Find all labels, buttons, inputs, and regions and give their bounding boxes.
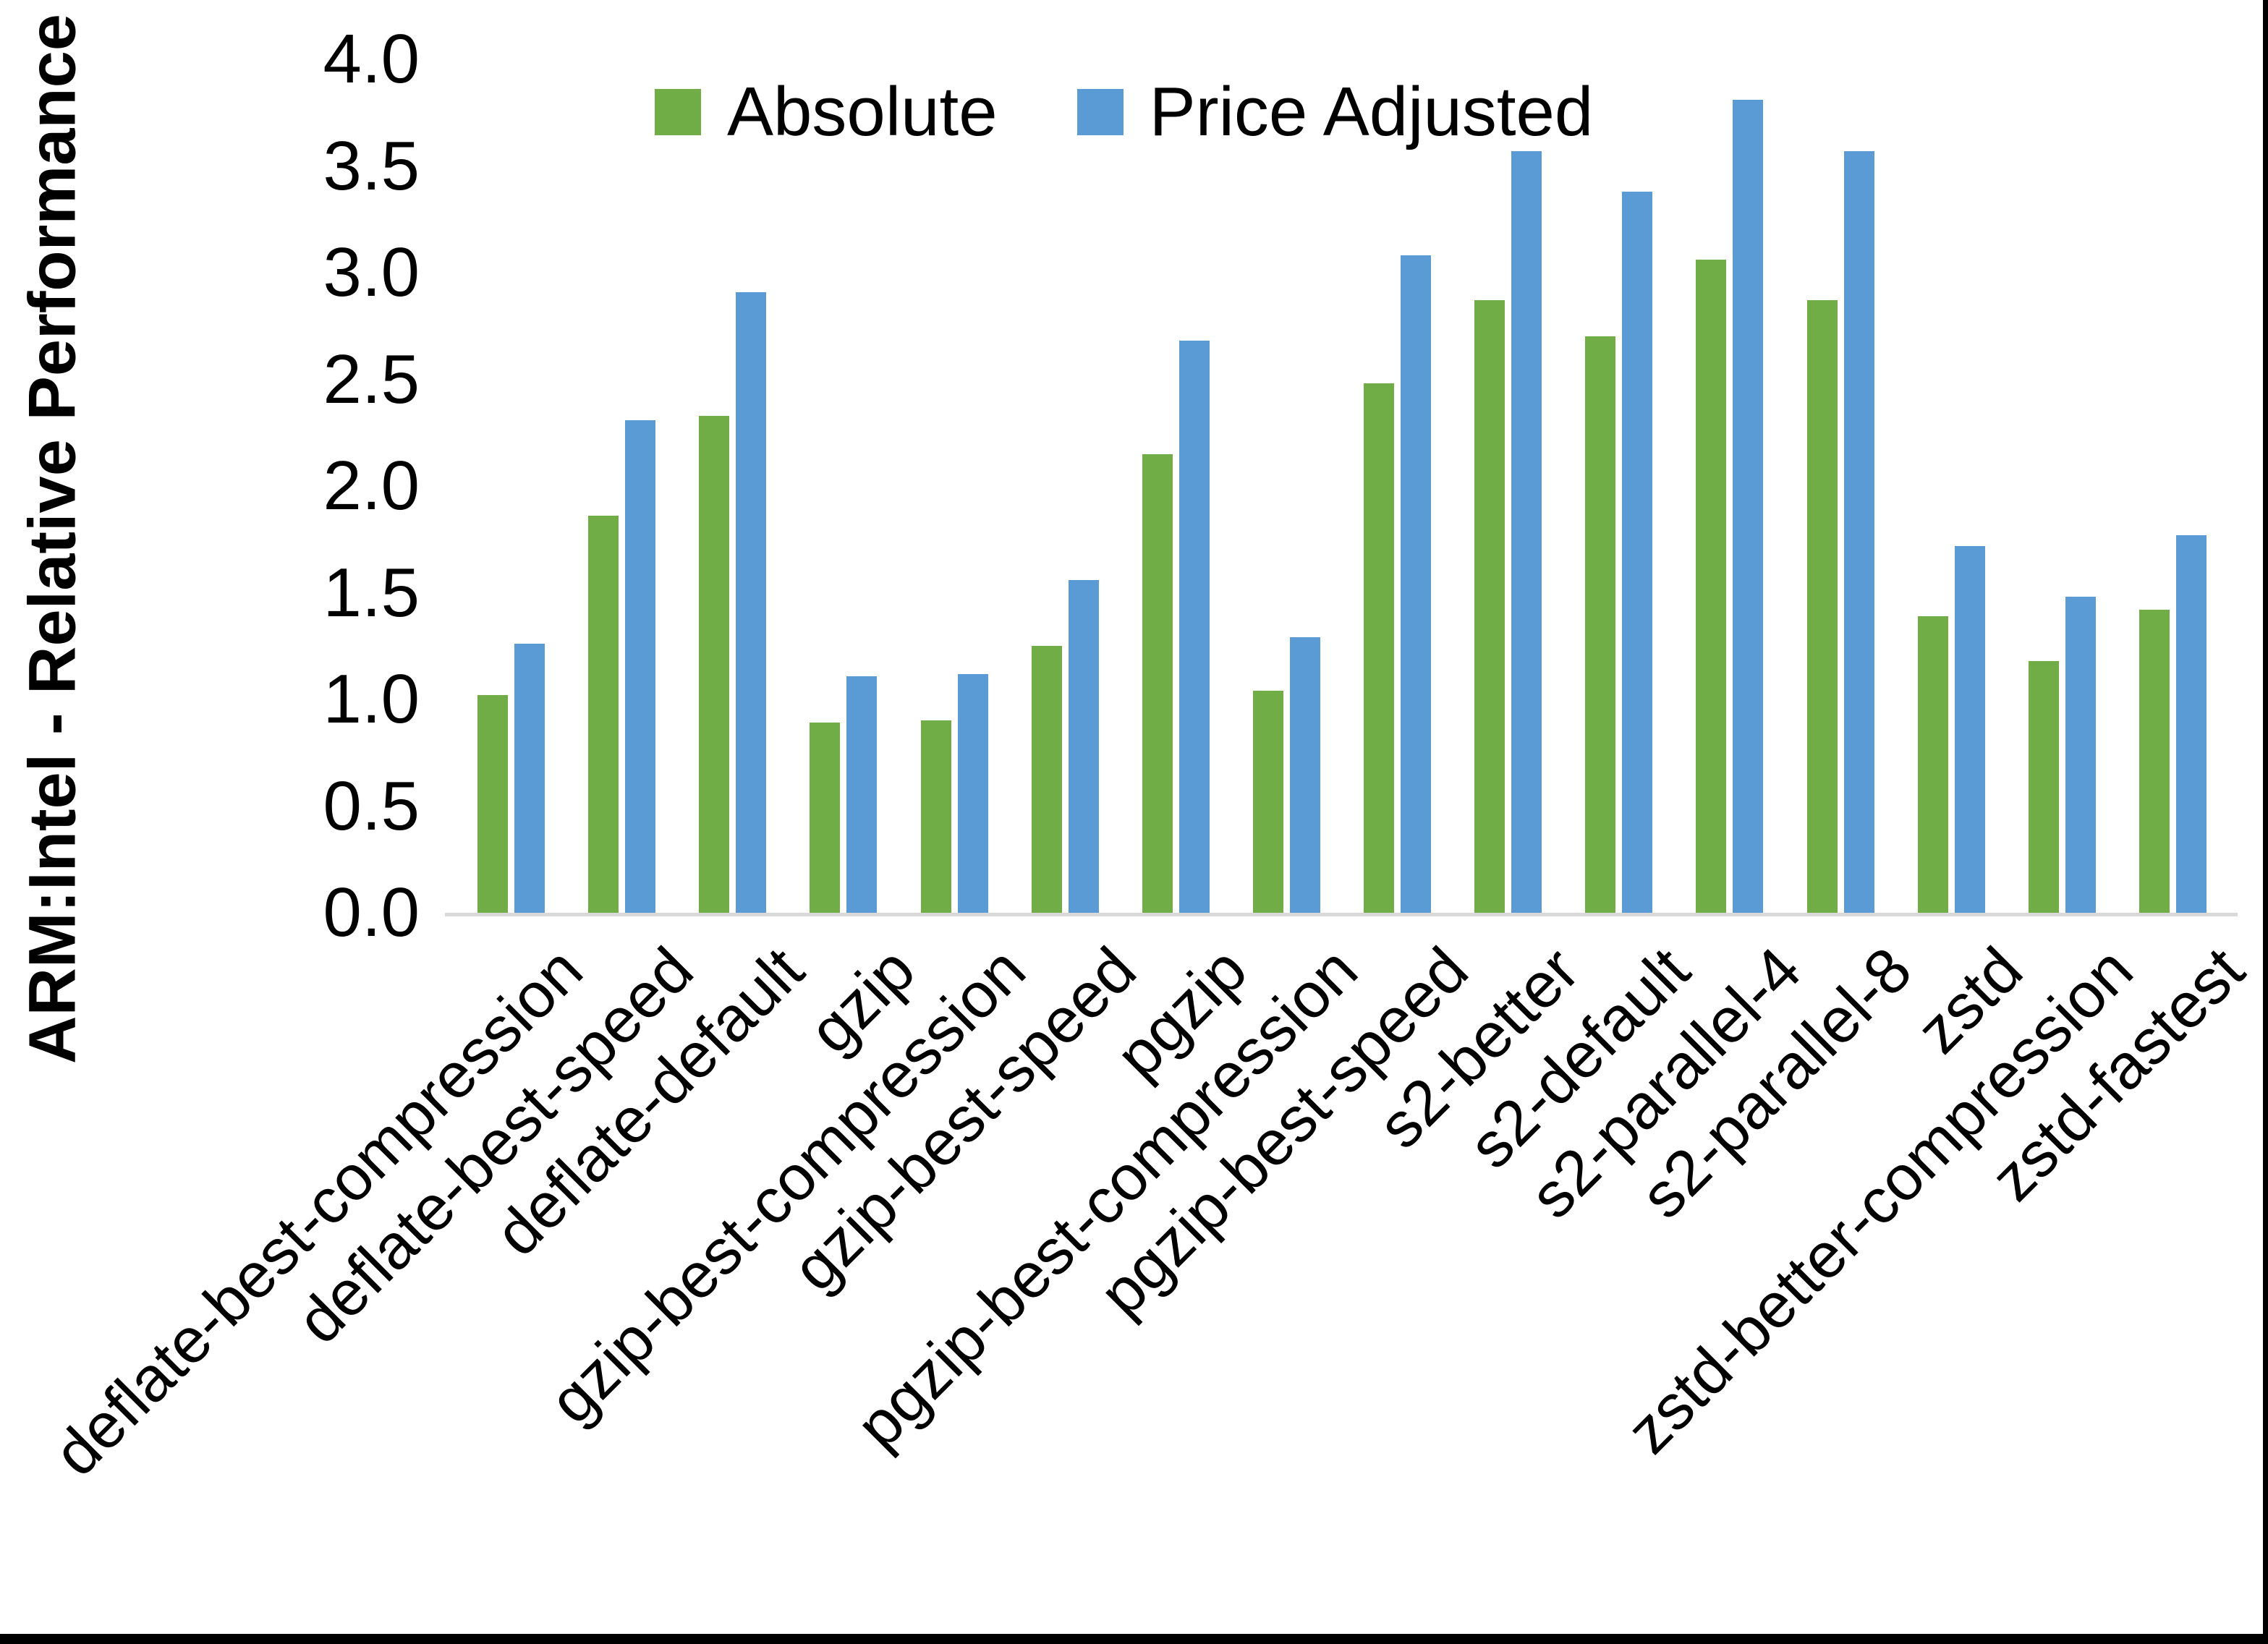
window-bottom-edge	[0, 1634, 2268, 1644]
bar-price-adjusted-zstd-better-compression	[2065, 597, 2096, 913]
bar-price-adjusted-zstd-fastest	[2175, 535, 2207, 913]
x-axis-line	[445, 913, 2238, 916]
bar-group-s2-better	[1453, 151, 1563, 913]
y-tick-label: 1.5	[323, 553, 420, 631]
bar-group-pgzip-best-speed	[1342, 255, 1453, 913]
legend-label-price-adjusted: Price Adjusted	[1149, 73, 1594, 150]
bar-group-s2-parallel-8	[1785, 151, 1896, 913]
bar-price-adjusted-gzip-best-speed	[1068, 580, 1099, 913]
bar-group-pgzip	[1121, 341, 1231, 913]
y-tick-label: 4.0	[323, 20, 420, 98]
bar-price-adjusted-deflate-best-speed	[625, 420, 656, 913]
bar-absolute-deflate-best-speed	[588, 516, 619, 913]
bar-price-adjusted-s2-parallel-8	[1843, 151, 1874, 913]
legend-item-price-adjusted: Price Adjusted	[1076, 72, 1594, 152]
bar-group-zstd-fastest	[2118, 535, 2228, 913]
bar-group-gzip-best-speed	[1010, 580, 1121, 913]
y-tick-label: 0.5	[323, 767, 420, 845]
bar-group-s2-default	[1563, 192, 1674, 913]
bar-absolute-zstd	[1917, 616, 1948, 913]
y-tick-label: 0.0	[323, 874, 420, 951]
legend-label-absolute: Absolute	[727, 73, 998, 150]
bar-absolute-gzip	[810, 723, 841, 913]
bar-absolute-gzip-best-compression	[920, 720, 951, 913]
bar-absolute-s2-parallel-4	[1696, 260, 1727, 913]
y-tick-label: 2.0	[323, 447, 420, 524]
bar-group-gzip	[788, 676, 899, 913]
bar-absolute-gzip-best-speed	[1031, 646, 1062, 913]
bar-absolute-pgzip-best-speed	[1364, 383, 1395, 913]
bar-absolute-pgzip-best-compression	[1252, 691, 1283, 913]
bar-absolute-s2-default	[1585, 336, 1616, 913]
bar-price-adjusted-s2-parallel-4	[1733, 100, 1764, 913]
chart-legend: Absolute Price Adjusted	[655, 72, 1593, 152]
bar-absolute-zstd-fastest	[2139, 610, 2170, 913]
legend-swatch-absolute	[655, 89, 701, 135]
bar-group-gzip-best-compression	[899, 674, 1010, 913]
bar-absolute-zstd-better-compression	[2028, 661, 2059, 913]
bar-price-adjusted-gzip-best-compression	[957, 674, 988, 913]
y-tick-label: 1.0	[323, 660, 420, 738]
bar-absolute-pgzip	[1142, 454, 1173, 913]
bar-price-adjusted-pgzip-best-compression	[1289, 637, 1320, 913]
bar-price-adjusted-gzip	[846, 676, 878, 913]
bar-group-deflate-best-compression	[456, 644, 566, 913]
plot-area	[456, 0, 2228, 913]
legend-swatch-price-adjusted	[1076, 89, 1124, 135]
bar-group-pgzip-best-compression	[1231, 637, 1342, 913]
bar-absolute-deflate-best-compression	[477, 695, 509, 913]
bar-absolute-s2-better	[1474, 300, 1505, 913]
bar-group-s2-parallel-4	[1674, 100, 1785, 913]
y-tick-label: 3.0	[323, 234, 420, 311]
bar-price-adjusted-deflate-default	[736, 292, 767, 913]
bar-absolute-deflate-default	[699, 416, 730, 913]
y-axis-title: ARM:Intel - Relative Performance	[15, 14, 90, 1064]
bar-group-zstd-better-compression	[2007, 597, 2118, 913]
bar-price-adjusted-pgzip	[1178, 341, 1210, 913]
bar-price-adjusted-deflate-best-compression	[514, 644, 545, 913]
bar-group-zstd	[1896, 546, 2007, 913]
y-tick-label: 2.5	[323, 340, 420, 418]
bar-price-adjusted-s2-default	[1622, 192, 1653, 913]
legend-item-absolute: Absolute	[655, 72, 998, 152]
bar-group-deflate-default	[677, 292, 788, 913]
bar-price-adjusted-zstd	[1954, 546, 1985, 913]
bar-price-adjusted-s2-better	[1511, 151, 1542, 913]
bar-price-adjusted-pgzip-best-speed	[1401, 255, 1432, 913]
bar-group-deflate-best-speed	[566, 420, 677, 913]
y-tick-label: 3.5	[323, 127, 420, 205]
window-right-edge	[2263, 0, 2268, 1644]
bar-absolute-s2-parallel-8	[1806, 300, 1838, 913]
